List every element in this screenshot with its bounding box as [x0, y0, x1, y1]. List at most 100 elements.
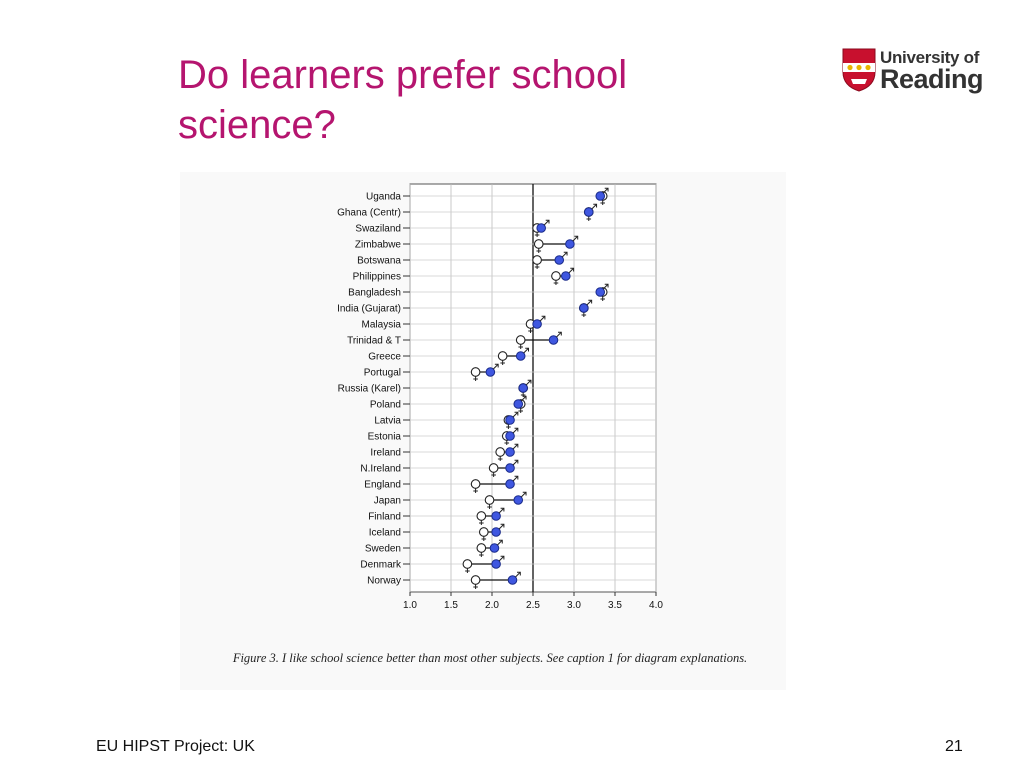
category-label: India (Gujarat)	[337, 304, 401, 315]
category-label: Zimbabwe	[355, 240, 402, 251]
category-label: Norway	[367, 576, 401, 587]
male-marker-arrow	[497, 540, 503, 546]
figure-caption: Figure 3. I like school science better t…	[232, 651, 748, 665]
male-marker-arrow	[520, 492, 527, 498]
male-marker-arrowhead	[545, 219, 550, 224]
male-marker	[561, 271, 571, 281]
male-marker-arrow	[572, 236, 578, 242]
male-marker-arrow	[493, 364, 499, 370]
male-marker-arrowhead	[498, 539, 503, 544]
male-marker-arrow	[512, 412, 518, 418]
category-label: Finland	[368, 512, 401, 523]
male-marker-arrow	[515, 572, 521, 578]
male-marker-arrow	[512, 428, 518, 434]
male-marker-arrow	[523, 348, 529, 354]
male-marker-arrowhead	[574, 235, 579, 240]
male-marker	[491, 527, 501, 537]
category-label: Japan	[374, 496, 401, 507]
male-marker	[485, 367, 496, 377]
female-marker	[533, 239, 544, 249]
logo-text-line2: Reading	[880, 64, 984, 94]
category-label: Portugal	[364, 368, 401, 379]
male-marker	[513, 495, 524, 505]
category-label: Poland	[370, 400, 401, 411]
logo-text-line1: University of	[880, 48, 980, 67]
male-marker-arrowhead	[593, 203, 598, 208]
category-label: Sweden	[365, 544, 401, 555]
male-marker	[595, 287, 606, 297]
category-label: Uganda	[366, 192, 401, 203]
category-label: Estonia	[368, 432, 402, 443]
page-number: 21	[945, 738, 963, 755]
x-tick-label: 2.0	[485, 600, 499, 611]
male-marker	[565, 239, 575, 249]
male-marker	[548, 335, 559, 345]
male-marker-arrowhead	[514, 427, 519, 432]
female-marker	[462, 559, 473, 569]
female-marker	[532, 255, 542, 265]
category-label: Philippines	[353, 272, 401, 283]
female-marker	[488, 463, 499, 473]
category-label: Ghana (Centr)	[337, 208, 401, 219]
figure-panel: 1.0 1.5 2.0 2.5 3.0 3.5 4.0 Uganda Ghana (Centr)…	[180, 172, 786, 690]
male-marker-arrowhead	[500, 523, 505, 528]
category-label: Trinidad & T	[347, 336, 401, 347]
category-label: Swaziland	[355, 224, 401, 235]
male-marker	[507, 575, 518, 585]
slide-title: Do learners prefer school science?	[178, 53, 628, 147]
male-marker-arrowhead	[588, 299, 593, 304]
male-marker-arrow	[561, 252, 568, 258]
male-marker-arrow	[556, 332, 562, 338]
male-marker-arrowhead	[563, 251, 568, 256]
female-marker	[551, 271, 561, 281]
male-marker-arrow	[498, 508, 504, 514]
male-marker-arrowhead	[514, 443, 519, 448]
male-marker-arrowhead	[500, 555, 505, 560]
category-label: Botswana	[357, 256, 401, 267]
male-marker-arrow	[498, 524, 504, 530]
category-label: England	[364, 480, 401, 491]
male-marker-arrow	[512, 476, 518, 482]
female-marker	[476, 543, 487, 553]
female-marker	[478, 527, 489, 537]
male-marker-arrowhead	[494, 363, 499, 368]
male-marker	[491, 559, 501, 569]
x-tick-label: 1.5	[444, 600, 458, 611]
x-tick-label: 2.5	[526, 600, 540, 611]
male-marker-arrowhead	[604, 187, 609, 192]
university-logo: University of Reading	[842, 48, 984, 94]
female-marker	[470, 575, 481, 585]
x-tick-label: 4.0	[649, 600, 663, 611]
male-marker-arrow	[520, 396, 527, 402]
female-marker	[495, 447, 506, 457]
male-marker-arrow	[543, 220, 550, 226]
male-marker	[505, 479, 515, 489]
category-label: Iceland	[369, 528, 401, 539]
category-label: Denmark	[360, 560, 402, 571]
category-label: Ireland	[370, 448, 401, 459]
male-marker-arrowhead	[525, 347, 529, 352]
male-marker-arrow	[602, 188, 609, 194]
x-tick-label: 3.0	[567, 600, 581, 611]
category-label: Russia (Karel)	[338, 384, 401, 395]
male-marker-arrow	[591, 204, 597, 210]
male-marker-arrowhead	[570, 267, 575, 272]
x-tick-label: 1.0	[403, 600, 417, 611]
male-marker	[518, 383, 528, 393]
male-marker	[595, 191, 606, 201]
male-marker	[579, 303, 589, 313]
category-label: N.Ireland	[360, 464, 401, 475]
category-label: Greece	[368, 352, 401, 363]
male-marker-arrow	[586, 300, 592, 306]
male-marker-arrow	[512, 460, 518, 466]
male-marker-arrow	[568, 268, 574, 274]
dot-plot-chart: 1.0 1.5 2.0 2.5 3.0 3.5 4.0 Uganda Ghana (Centr)…	[337, 183, 663, 611]
male-marker	[554, 255, 565, 265]
male-marker	[513, 399, 524, 409]
male-marker-arrowhead	[541, 315, 546, 320]
university-crest-icon	[842, 48, 876, 92]
female-marker	[484, 495, 495, 505]
male-marker	[536, 223, 547, 233]
female-marker	[470, 479, 481, 489]
male-marker	[505, 431, 515, 441]
